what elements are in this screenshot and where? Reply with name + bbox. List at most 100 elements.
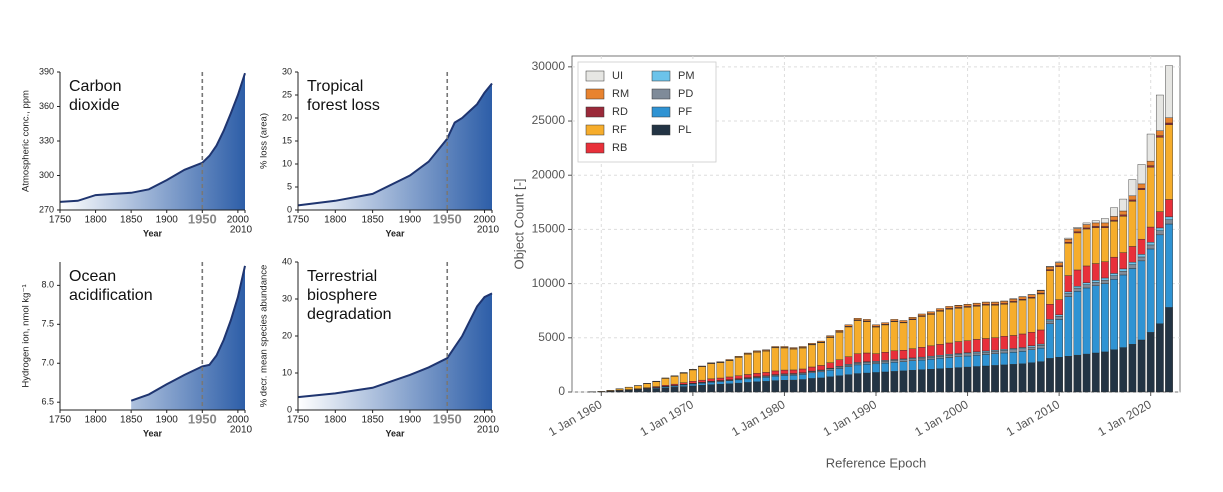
- bar-segment: [899, 361, 908, 372]
- y-tick-label: 10000: [532, 276, 566, 290]
- x-tick-label: 2000: [473, 415, 496, 426]
- x-tick-label: 2000: [227, 415, 250, 426]
- bar-segment: [725, 383, 734, 393]
- bar-segment: [1009, 364, 1018, 393]
- bar-segment: [872, 363, 880, 373]
- bar-segment: [881, 352, 890, 361]
- bar-segment: [1082, 224, 1091, 229]
- bar-segment: [1146, 165, 1155, 168]
- bar-segment: [881, 324, 890, 353]
- chart-title: Ocean: [69, 268, 116, 285]
- bar-segment: [716, 383, 725, 393]
- bar-segment: [963, 366, 972, 393]
- bar-segment: [982, 301, 990, 305]
- bar-segment: [1064, 296, 1073, 357]
- x-axis-label: Year: [385, 428, 405, 438]
- bar-segment: [917, 347, 926, 358]
- bar-segment: [670, 387, 679, 393]
- bar-segment: [1165, 216, 1173, 220]
- bar-segment: [835, 359, 844, 367]
- bar-segment: [817, 340, 825, 343]
- bar-segment: [945, 342, 954, 355]
- bar-segment: [716, 362, 725, 379]
- bar-segment: [991, 301, 999, 305]
- bar-segment: [634, 385, 642, 389]
- bar-segment: [908, 348, 917, 359]
- bar-segment: [707, 381, 716, 385]
- chart-title: degradation: [307, 306, 392, 323]
- bar-segment: [835, 375, 844, 393]
- bar-segment: [1128, 344, 1137, 393]
- x-tick-label: 1800: [324, 415, 347, 426]
- bar-segment: [844, 374, 853, 393]
- bar-segment: [1146, 248, 1155, 333]
- area: [131, 265, 245, 410]
- x-axis-label: Reference Epoch: [826, 455, 926, 470]
- y-tick-label: 5000: [538, 330, 565, 344]
- bar-segment: [917, 369, 926, 393]
- bar-segment: [817, 371, 825, 379]
- bar-segment: [1101, 222, 1109, 227]
- bar-segment: [826, 376, 835, 393]
- bar-segment: [826, 369, 835, 378]
- bar-segment: [982, 365, 990, 393]
- bar-segment: [1165, 199, 1173, 218]
- bar-segment: [927, 358, 935, 370]
- bar-segment: [1082, 228, 1091, 267]
- bar-segment: [899, 322, 908, 351]
- y-tick-label: 0: [287, 204, 292, 214]
- line: [297, 292, 493, 399]
- legend-swatch: [585, 142, 605, 154]
- bar-segment: [743, 352, 752, 354]
- bar-segment: [899, 320, 908, 323]
- bar-segment: [707, 362, 716, 364]
- bar-segment: [679, 382, 688, 385]
- bar-segment: [853, 320, 862, 354]
- bar-segment: [1128, 268, 1137, 345]
- x-tick-label: 1900: [156, 415, 179, 426]
- bar-segment: [890, 360, 899, 363]
- bar-segment: [734, 379, 743, 384]
- bar-segment: [1165, 124, 1173, 200]
- y-tick-label: 330: [39, 135, 54, 145]
- bar-segment: [1119, 210, 1128, 216]
- bar-segment: [1110, 349, 1118, 393]
- bar-segment: [1046, 319, 1054, 322]
- y-tick-label: 20: [282, 112, 292, 122]
- bar-segment: [1082, 287, 1091, 355]
- bar-segment: [753, 381, 761, 393]
- y-tick-label: 7.5: [41, 319, 54, 329]
- bar-segment: [1082, 222, 1091, 225]
- bar-segment: [1128, 264, 1137, 269]
- bar-segment: [1091, 352, 1100, 393]
- legend-swatch: [651, 124, 671, 136]
- bar-segment: [972, 305, 981, 340]
- bar-segment: [853, 318, 862, 321]
- y-tick-label: 40: [282, 256, 292, 266]
- y-axis-label: Atmospheric conc., ppm: [21, 90, 32, 192]
- bar-segment: [808, 366, 816, 372]
- bar-segment: [1155, 130, 1164, 136]
- bar-segment: [872, 372, 880, 393]
- bar-segment: [762, 381, 770, 393]
- bar-segment: [1110, 221, 1118, 258]
- bar-segment: [1137, 188, 1146, 190]
- legend-swatch: [585, 106, 605, 118]
- bar-segment: [753, 350, 761, 352]
- x-tick-label: 1900: [399, 215, 422, 226]
- y-tick-label: 30: [282, 66, 292, 76]
- bar-segment: [908, 319, 917, 349]
- bar-segment: [1064, 243, 1073, 276]
- bar-segment: [762, 350, 770, 373]
- bar-segment: [835, 331, 844, 360]
- bar-segment: [1137, 183, 1146, 189]
- chart-title: forest loss: [307, 97, 380, 114]
- bar-segment: [725, 380, 734, 384]
- bar-segment: [1073, 354, 1082, 393]
- bar-segment: [881, 322, 890, 325]
- bar-segment: [1046, 323, 1054, 359]
- bar-segment: [972, 303, 981, 306]
- x-tick-label: 1950: [188, 211, 217, 226]
- x-tick-label: 1950: [433, 411, 462, 426]
- bar-segment: [1146, 160, 1155, 166]
